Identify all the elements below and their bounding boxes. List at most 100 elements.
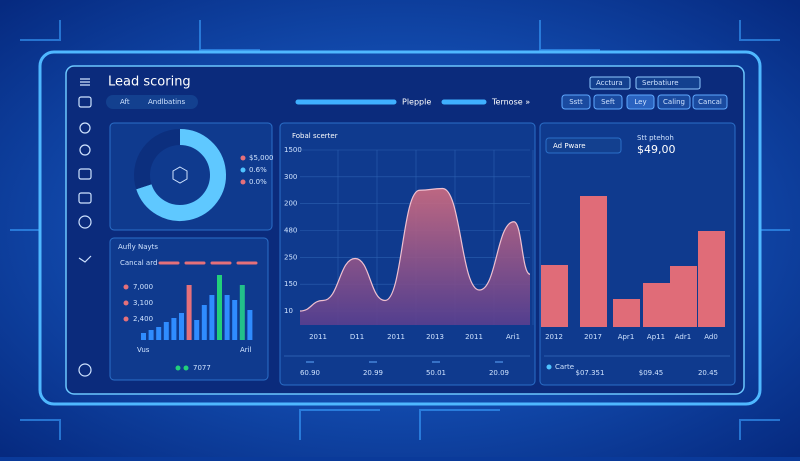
legend-dot bbox=[175, 365, 181, 371]
y-label: 10 bbox=[284, 307, 293, 315]
bar bbox=[141, 333, 146, 340]
bar bbox=[209, 295, 215, 340]
x-label: 2011 bbox=[309, 333, 327, 341]
button-label[interactable]: Seft bbox=[601, 98, 615, 106]
footer-value: Carte bbox=[555, 363, 574, 371]
footer-value: 20.99 bbox=[363, 369, 383, 377]
badge[interactable] bbox=[589, 76, 631, 90]
y-label: 1500 bbox=[284, 146, 302, 154]
footer-value: $07.351 bbox=[576, 369, 605, 377]
y-label: 150 bbox=[284, 280, 297, 288]
bar bbox=[224, 295, 230, 340]
sidebar-icons bbox=[78, 78, 92, 377]
footer-value: 20.45 bbox=[698, 369, 718, 377]
legend-dot bbox=[123, 284, 129, 290]
legend-label: 0.6% bbox=[249, 166, 267, 174]
y-label: 200 bbox=[284, 200, 297, 208]
area-line bbox=[299, 187, 531, 312]
bar bbox=[613, 299, 640, 327]
outer-frame bbox=[38, 50, 762, 406]
x-label: 2012 bbox=[545, 333, 563, 341]
x-label: Adr1 bbox=[675, 333, 691, 341]
x-label: Ap11 bbox=[647, 333, 665, 341]
tab[interactable]: Aft bbox=[120, 98, 130, 106]
nav-item[interactable]: Ternose » bbox=[491, 98, 530, 107]
y-label: 2,400 bbox=[133, 315, 153, 323]
bar bbox=[698, 231, 725, 327]
panel-subtitle: Cancal ard bbox=[120, 259, 157, 267]
button-label[interactable]: Caling bbox=[663, 98, 685, 106]
x-label: Apr1 bbox=[618, 333, 635, 341]
bar bbox=[194, 320, 200, 340]
legend-dot bbox=[240, 179, 246, 185]
x-label: 2011 bbox=[465, 333, 483, 341]
button-label[interactable]: Ley bbox=[634, 98, 646, 106]
bar bbox=[163, 322, 169, 340]
legend-dot bbox=[546, 364, 552, 370]
y-label: 7,000 bbox=[133, 283, 153, 291]
footer-value: 50.01 bbox=[426, 369, 446, 377]
legend-dot bbox=[240, 167, 246, 173]
button[interactable] bbox=[626, 94, 655, 110]
bar bbox=[148, 330, 154, 340]
bar bbox=[580, 196, 607, 327]
button-label[interactable]: Sstt bbox=[569, 98, 583, 106]
button-label[interactable]: Cancal bbox=[698, 98, 722, 106]
stat-value: $49,00 bbox=[637, 143, 676, 156]
stat-label: Stt ptehoh bbox=[637, 134, 674, 142]
bar bbox=[239, 285, 245, 340]
x-label: 2011 bbox=[387, 333, 405, 341]
bar bbox=[670, 266, 697, 327]
bar bbox=[217, 275, 222, 340]
x-label: Ari1 bbox=[506, 333, 520, 341]
tab[interactable]: Andlbatins bbox=[148, 98, 185, 106]
bar bbox=[186, 285, 192, 340]
donut-icon bbox=[172, 166, 188, 184]
x-label: Vus bbox=[137, 346, 150, 354]
button[interactable] bbox=[692, 94, 728, 110]
footer-value: 60.90 bbox=[300, 369, 320, 377]
x-label: 2013 bbox=[426, 333, 444, 341]
x-label: 2017 bbox=[584, 333, 602, 341]
badge-label[interactable]: Acctura bbox=[596, 79, 623, 87]
footer-value: 20.09 bbox=[489, 369, 509, 377]
tab-group bbox=[106, 95, 198, 109]
button[interactable] bbox=[657, 94, 691, 110]
donut-segment bbox=[136, 129, 226, 221]
y-label: 480 bbox=[284, 227, 297, 235]
bar bbox=[171, 318, 177, 340]
legend-dot bbox=[240, 155, 246, 161]
legend-dot bbox=[123, 316, 129, 322]
bar bbox=[179, 313, 184, 340]
select-box[interactable] bbox=[545, 137, 622, 154]
bar bbox=[232, 300, 238, 340]
footer-value: $09.45 bbox=[639, 369, 664, 377]
y-label: 3,100 bbox=[133, 299, 153, 307]
donut-segment bbox=[134, 129, 181, 190]
legend-label: 7077 bbox=[193, 364, 211, 372]
x-label: Ad0 bbox=[704, 333, 718, 341]
legend-dot bbox=[123, 300, 129, 306]
panel-title: Fobal scerter bbox=[292, 132, 338, 140]
x-label: D11 bbox=[350, 333, 364, 341]
legend-dot bbox=[183, 365, 189, 371]
circuit-decor bbox=[10, 20, 790, 440]
bar bbox=[156, 327, 162, 340]
badge[interactable] bbox=[635, 76, 701, 90]
badge-label[interactable]: Serbatiure bbox=[642, 79, 679, 87]
app-title: Lead scoring bbox=[108, 75, 191, 90]
button[interactable] bbox=[561, 94, 591, 110]
x-label: Aril bbox=[240, 346, 252, 354]
y-label: 250 bbox=[284, 253, 297, 261]
bar bbox=[247, 310, 253, 340]
panel-title: Aufly Nayts bbox=[118, 243, 158, 251]
button[interactable] bbox=[593, 94, 623, 110]
panel-title: Ad Pware bbox=[553, 142, 586, 150]
area-fill bbox=[300, 188, 530, 325]
nav-item[interactable]: Plepple bbox=[402, 98, 431, 107]
legend-label: 0.0% bbox=[249, 178, 267, 186]
bar bbox=[643, 283, 670, 327]
legend-label: $5,000 bbox=[249, 154, 274, 162]
y-label: 300 bbox=[284, 173, 297, 181]
